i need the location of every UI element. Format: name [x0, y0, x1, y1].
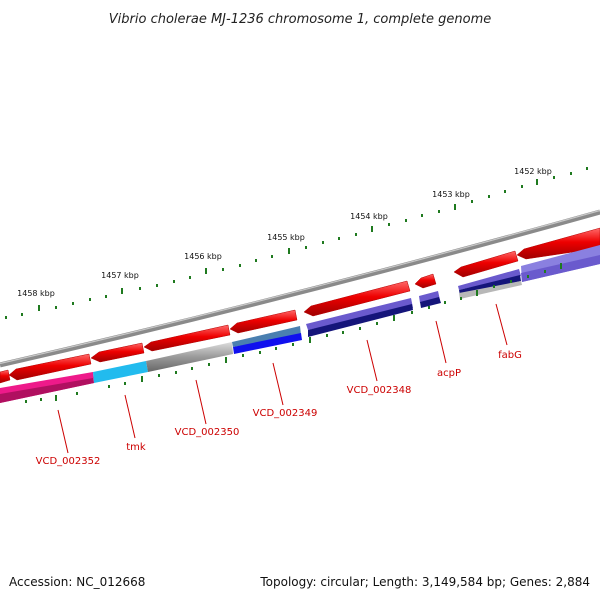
cog-feature	[458, 269, 521, 290]
gene-label: VCD_002350	[175, 427, 240, 438]
cog-track	[0, 245, 600, 403]
cog-feature	[420, 297, 441, 308]
gene-label: VCD_002352	[36, 456, 101, 467]
map-title: Vibrio cholerae MJ-1236 chromosome 1, co…	[109, 12, 491, 27]
gene-label: VCD_002348	[347, 385, 412, 396]
cds-feature	[516, 227, 600, 260]
cog-feature	[146, 342, 233, 372]
scale-label: 1457 kbp	[101, 271, 139, 280]
gene-label: tmk	[126, 442, 146, 453]
cds-feature	[90, 342, 145, 363]
inner-ticks	[25, 263, 562, 403]
cds-feature	[143, 324, 231, 352]
scale-label: 1454 kbp	[350, 212, 388, 221]
cog-feature	[0, 378, 94, 403]
scale-label: 1455 kbp	[267, 233, 305, 242]
cog-feature	[233, 333, 302, 354]
cog-feature	[93, 361, 148, 383]
gene-labels: VCD_002352 tmk VCD_002350 VCD_002349 VCD…	[36, 350, 522, 467]
cds-track	[0, 227, 600, 384]
accession-text: Accession: NC_012668	[9, 575, 145, 589]
gene-label: fabG	[498, 350, 522, 361]
cds-feature	[229, 309, 298, 334]
cds-feature	[0, 369, 11, 384]
scale-label: 1453 kbp	[432, 190, 470, 199]
cog-feature	[308, 304, 413, 337]
scale-label: 1458 kbp	[17, 289, 55, 298]
cog-feature	[459, 281, 522, 299]
scale-label: 1456 kbp	[184, 252, 222, 261]
scale-label: 1452 kbp	[514, 167, 552, 176]
cds-feature	[414, 273, 437, 289]
cds-feature	[453, 250, 519, 278]
cds-feature	[8, 353, 92, 381]
cog-feature	[232, 326, 301, 347]
scale-ticks	[5, 167, 588, 319]
gene-label: VCD_002349	[253, 408, 318, 419]
backbone	[0, 209, 600, 368]
cog-feature	[306, 298, 413, 330]
genome-stats: Topology: circular; Length: 3,149,584 bp…	[259, 575, 590, 589]
label-leaders	[57, 303, 508, 454]
cds-feature	[303, 280, 411, 317]
gene-label: acpP	[437, 368, 461, 379]
scale-labels: 1458 kbp 1457 kbp 1456 kbp 1455 kbp 1454…	[17, 167, 552, 298]
